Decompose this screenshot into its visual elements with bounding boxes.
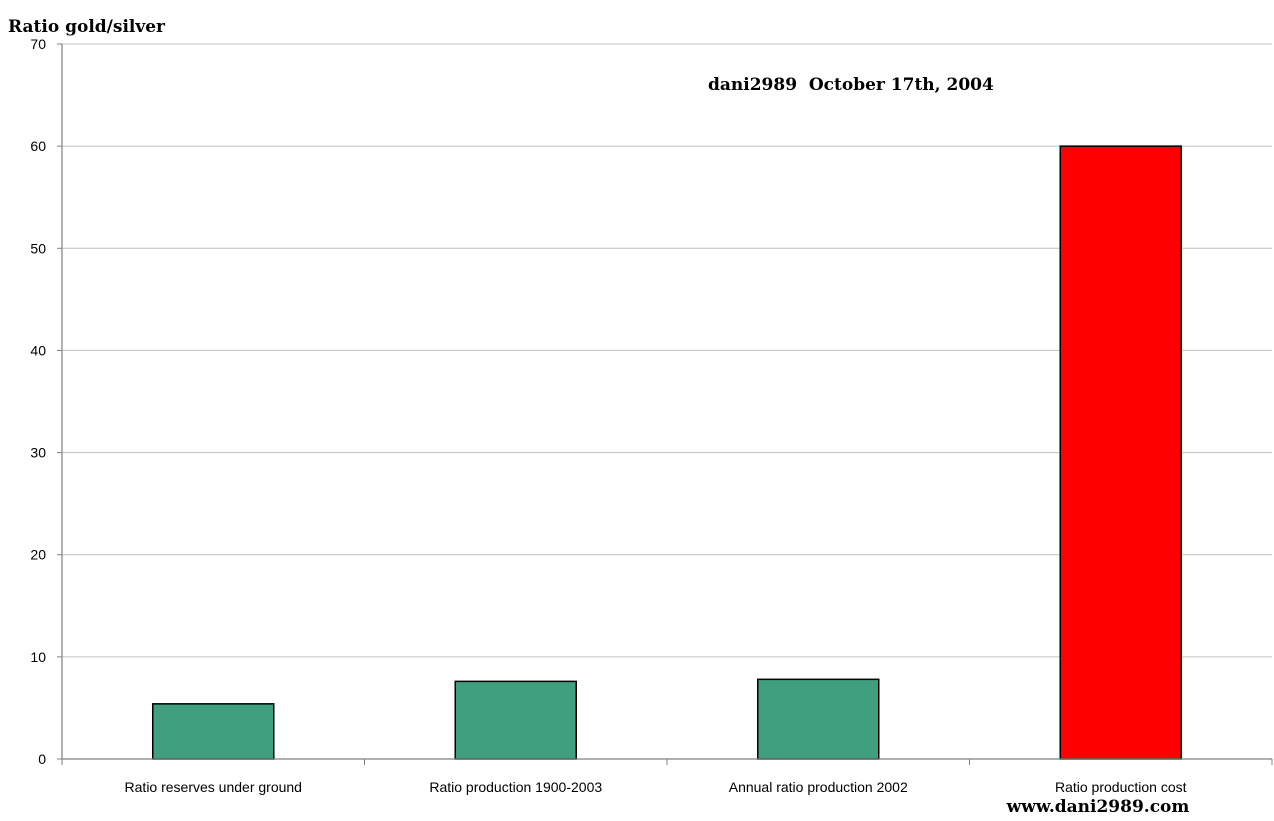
bars bbox=[152, 145, 1182, 760]
bar bbox=[152, 703, 275, 760]
bar bbox=[757, 678, 880, 760]
y-tick-label: 10 bbox=[30, 649, 46, 665]
y-axis-label: Ratio gold/silver bbox=[8, 17, 166, 37]
tick-labels: 0 10 20 30 40 50 60 70 Ratio reserves under grou… bbox=[30, 36, 1186, 795]
y-tick-label: 40 bbox=[30, 342, 46, 358]
chart-annotation: dani2989 October 17th, 2004 bbox=[708, 75, 994, 95]
x-tick-label: Ratio production cost bbox=[1055, 779, 1187, 795]
y-tick-label: 50 bbox=[30, 240, 46, 256]
axes bbox=[57, 43, 1273, 765]
grid-lines bbox=[62, 43, 1272, 658]
y-tick-label: 70 bbox=[30, 36, 46, 52]
y-tick-label: 30 bbox=[30, 445, 46, 461]
x-tick-label: Annual ratio production 2002 bbox=[729, 779, 908, 795]
bar bbox=[454, 680, 577, 760]
footer-url: www.dani2989.com bbox=[1006, 797, 1190, 816]
y-tick-label: 60 bbox=[30, 138, 46, 154]
x-tick-label: Ratio production 1900-2003 bbox=[429, 779, 602, 795]
bar bbox=[1059, 145, 1182, 760]
x-tick-label: Ratio reserves under ground bbox=[125, 779, 302, 795]
y-tick-label: 0 bbox=[38, 751, 46, 767]
y-tick-label: 20 bbox=[30, 547, 46, 563]
